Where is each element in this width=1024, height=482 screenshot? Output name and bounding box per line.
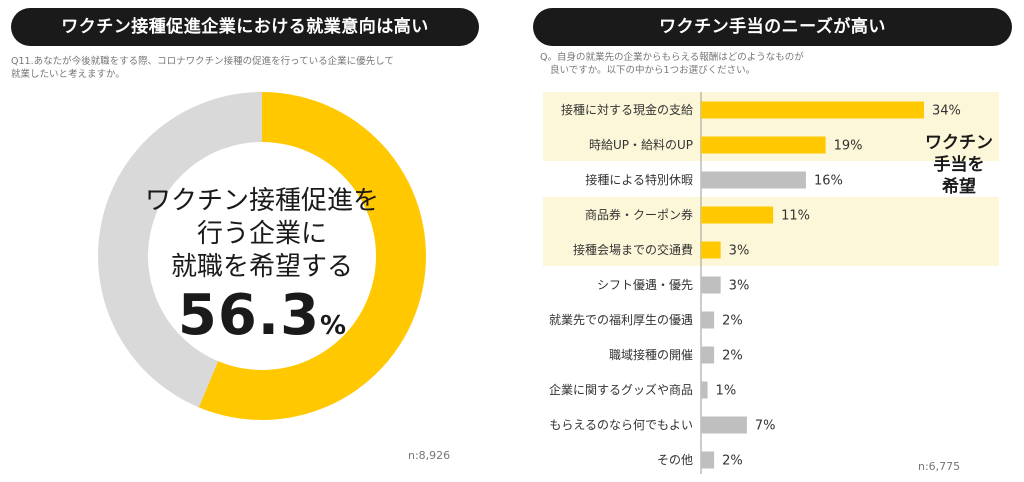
donut-center-line3: 就職を希望する	[170, 252, 353, 282]
bar	[701, 381, 708, 399]
donut-center-unit: %	[320, 311, 347, 341]
bar-value-label: 1%	[716, 384, 737, 399]
bar	[701, 241, 721, 259]
bar	[701, 346, 715, 364]
donut-center-text: ワクチン接種促進を 行う企業に 就職を希望する 56.3%	[96, 185, 428, 348]
bar-value-label: 34%	[932, 104, 961, 119]
bar	[701, 276, 721, 294]
bar-category-label: 時給UP・給料のUP	[589, 138, 693, 152]
bar	[701, 416, 747, 434]
bar-value-label: 3%	[729, 244, 750, 259]
donut-center-line2: 行う企業に	[196, 219, 327, 249]
left-sample-size: n:8,926	[408, 449, 451, 462]
callout-line3: 希望	[942, 177, 976, 197]
bar-category-label: 企業に関するグッズや商品	[549, 382, 693, 397]
donut-center-line1: ワクチン接種促進を	[144, 186, 379, 216]
left-title: ワクチン接種促進企業における就業意向は高い	[11, 8, 479, 46]
donut-chart	[98, 92, 426, 420]
bar-category-label: シフト優遇・優先	[597, 278, 693, 292]
right-question-line2: 良いですか。以下の中から1つお選びください。	[550, 65, 756, 76]
bar	[701, 136, 826, 154]
donut-slice	[198, 92, 426, 420]
callout-line1: ワクチン	[925, 133, 993, 153]
left-question-line2: 就業したいと考えますか。	[11, 69, 125, 80]
bar-value-label: 3%	[729, 279, 750, 294]
donut-slice	[98, 92, 262, 408]
right-question-line1: Q。自身の就業先の企業からもらえる報酬はどのようなものが	[540, 52, 804, 63]
left-question: Q11.あなたが今後就職をする際、コロナワクチン接種の促進を行っている企業に優先…	[11, 55, 481, 81]
bar-value-label: 2%	[722, 349, 743, 364]
donut-center-figure: 56.3%	[96, 284, 428, 348]
donut-center-value: 56.3	[177, 283, 321, 348]
bar	[701, 206, 774, 224]
bar-value-label: 19%	[834, 139, 863, 154]
bar-category-label: 職域接種の開催	[609, 347, 693, 362]
bar-category-label: その他	[657, 453, 693, 467]
left-question-line1: Q11.あなたが今後就職をする際、コロナワクチン接種の促進を行っている企業に優先…	[11, 56, 394, 67]
bar-value-label: 16%	[814, 174, 843, 189]
bar-category-label: もらえるのなら何でもよい	[549, 418, 693, 432]
right-sample-size: n:6,775	[918, 460, 961, 473]
bar	[701, 311, 715, 329]
bar	[701, 101, 924, 119]
bar-value-label: 11%	[781, 209, 810, 224]
callout: ワクチン 手当を 希望	[916, 132, 1002, 198]
bar-category-label: 接種に対する現金の支給	[561, 102, 693, 117]
right-question: Q。自身の就業先の企業からもらえる報酬はどのようなものが 良いですか。以下の中か…	[540, 51, 1010, 77]
bar-value-label: 7%	[755, 419, 776, 434]
bar	[701, 451, 715, 469]
right-title: ワクチン手当のニーズが高い	[533, 8, 1012, 46]
bar-category-label: 接種会場までの交通費	[573, 242, 693, 257]
bar-category-label: 接種による特別休暇	[585, 172, 693, 187]
bar-value-label: 2%	[722, 454, 743, 469]
bar-category-label: 商品券・クーポン券	[585, 207, 693, 222]
bar-value-label: 2%	[722, 314, 743, 329]
callout-line2: 手当を	[933, 155, 985, 175]
bar	[701, 171, 806, 189]
bar-category-label: 就業先での福利厚生の優遇	[549, 312, 693, 327]
